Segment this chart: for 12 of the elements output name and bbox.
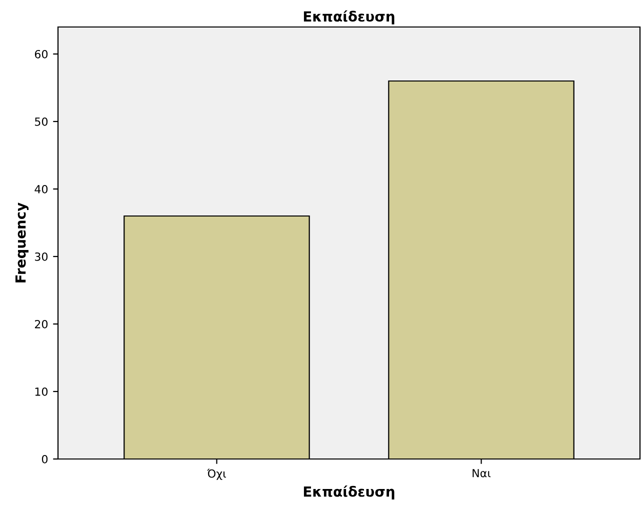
x-tick-label: Ναι [472,469,491,478]
y-tick-label: 50 [34,117,48,126]
x-tick-label: Όχι [207,468,226,480]
y-tick-label: 30 [34,252,48,261]
x-axis-title: Εκπαίδευση [304,485,394,500]
y-tick-label: 0 [42,454,48,464]
y-tick-label: 60 [34,50,48,58]
y-tick-label: 40 [34,184,48,194]
y-tick-label: 10 [35,387,48,396]
y-tick-label: 20 [34,320,48,328]
y-axis-title: Frequency [15,202,29,282]
chart-title: Εκπαίδευση [304,10,394,24]
